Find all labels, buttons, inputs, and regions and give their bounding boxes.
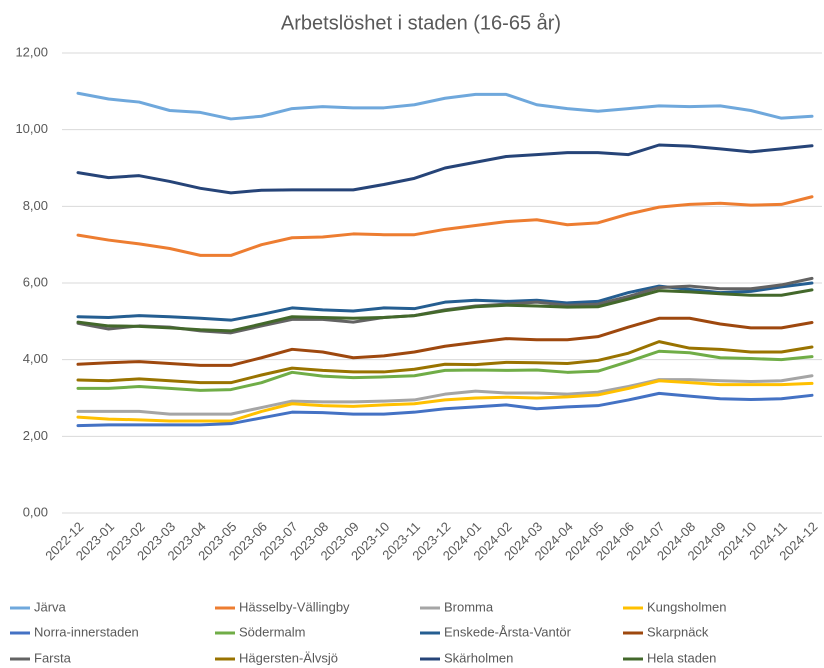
y-tick-label: 4,00 [23,351,48,366]
legend-label: Kungsholmen [647,599,727,614]
series-line [76,281,814,322]
series-line [76,379,814,423]
series-line [76,143,814,195]
legend-label: Enskede-Årsta-Vantör [444,624,572,639]
series-line [76,316,814,367]
y-tick-label: 2,00 [23,428,48,443]
series-line [76,91,814,121]
legend-label: Hässelby-Vällingby [239,599,350,614]
series-line [76,340,814,385]
legend-label: Skarpnäck [647,624,709,639]
series-line [76,288,814,333]
series-line [76,391,814,428]
y-tick-label: 12,00 [15,44,48,59]
legend-label: Hägersten-Älvsjö [239,650,338,665]
y-tick-label: 6,00 [23,274,48,289]
series-line [76,374,814,416]
legend-label: Norra-innerstaden [34,624,139,639]
y-tick-label: 10,00 [15,121,48,136]
legend-label: Järva [34,599,67,614]
series-line [76,195,814,257]
y-tick-label: 0,00 [23,504,48,519]
legend-label: Södermalm [239,624,305,639]
y-tick-label: 8,00 [23,198,48,213]
series-line [76,349,814,392]
chart-title: Arbetslöshet i staden (16-65 år) [281,12,561,34]
series-line [76,276,814,335]
legend-label: Skärholmen [444,650,513,665]
legend-label: Hela staden [647,650,716,665]
legend-label: Farsta [34,650,72,665]
legend-label: Bromma [444,599,494,614]
